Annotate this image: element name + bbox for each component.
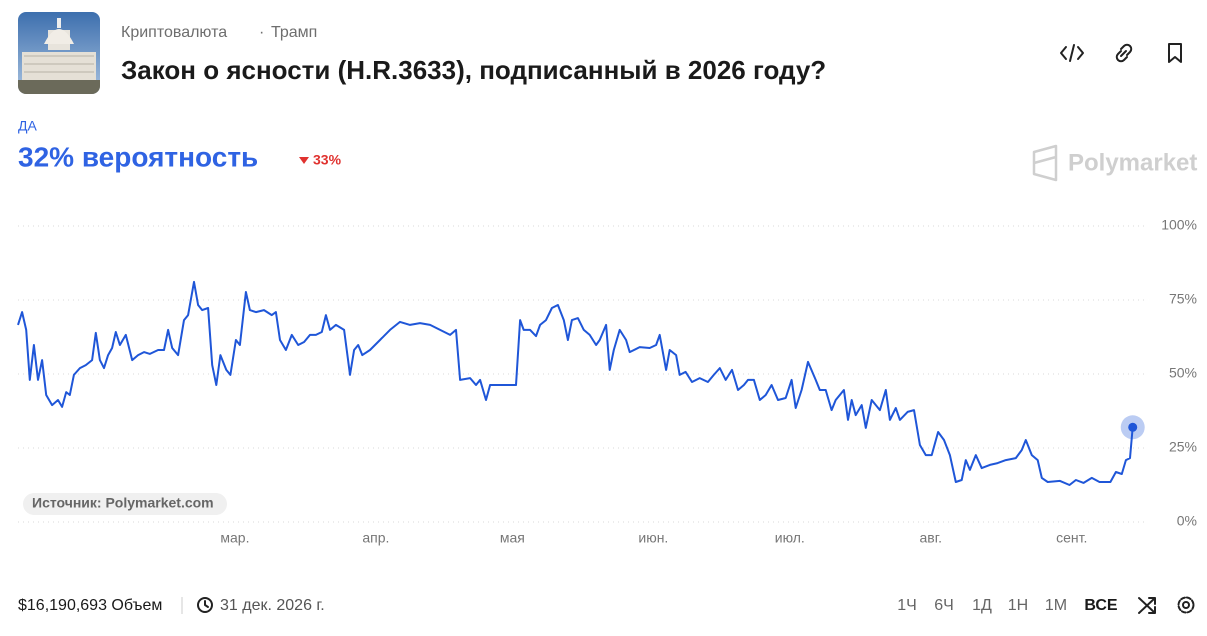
range-button[interactable]: 1М: [1045, 597, 1067, 614]
probability-change: 33%: [313, 152, 342, 168]
link-button[interactable]: [1115, 43, 1133, 63]
x-tick-label: июн.: [638, 530, 668, 546]
range-button[interactable]: ВСЕ: [1084, 597, 1118, 614]
range-button[interactable]: 1Д: [972, 597, 992, 614]
source-badge: [23, 493, 227, 515]
range-button[interactable]: 1Ч: [897, 597, 917, 614]
change-arrow: [299, 157, 309, 164]
x-tick-label: мая: [500, 530, 525, 546]
market-image: [18, 12, 100, 94]
brand-name: Polymarket: [1068, 149, 1197, 176]
end-date: 31 дек. 2026 г.: [220, 597, 325, 614]
y-tick-label: 25%: [1169, 439, 1197, 455]
breadcrumb[interactable]: Трамп: [271, 24, 317, 41]
y-tick-label: 0%: [1177, 513, 1197, 529]
range-button[interactable]: 6Ч: [934, 597, 954, 614]
y-tick-label: 50%: [1169, 365, 1197, 381]
market-title: Закон о ясности (H.R.3633), подписанный …: [121, 55, 826, 85]
clock-icon: [197, 597, 213, 613]
breadcrumb-separator: ·: [259, 24, 264, 41]
outcome-label: ДА: [18, 118, 37, 134]
endpoint: [1128, 422, 1138, 432]
settings-button[interactable]: [1177, 596, 1195, 614]
range-button[interactable]: 1Н: [1008, 597, 1028, 614]
price-line: [17, 280, 1134, 486]
x-tick-label: сент.: [1056, 530, 1087, 546]
range-selector: 1Ч 6Ч 1Д 1Н 1М ВСЕ: [897, 597, 1118, 614]
shuffle-button[interactable]: [1138, 597, 1156, 614]
volume: $16,190,693 Объем: [18, 597, 162, 614]
y-tick-label: 75%: [1169, 291, 1197, 307]
bookmark-button[interactable]: [1168, 43, 1182, 63]
x-tick-label: апр.: [362, 530, 389, 546]
probability: 32% вероятность: [18, 141, 258, 172]
x-tick-label: авг.: [920, 530, 943, 546]
source: Источник: Polymarket.com: [32, 495, 214, 511]
x-tick-label: июл.: [775, 530, 805, 546]
breadcrumb[interactable]: Криптовалюта: [121, 24, 227, 41]
chart: 0% 25% 50% 75% 100% мар. апр. мая июн. июл. авг. се…: [17, 217, 1197, 546]
y-tick-label: 100%: [1161, 217, 1197, 233]
embed-button[interactable]: [1060, 44, 1084, 62]
brand-logo: Polymarket: [1032, 144, 1197, 182]
x-tick-label: мар.: [220, 530, 249, 546]
